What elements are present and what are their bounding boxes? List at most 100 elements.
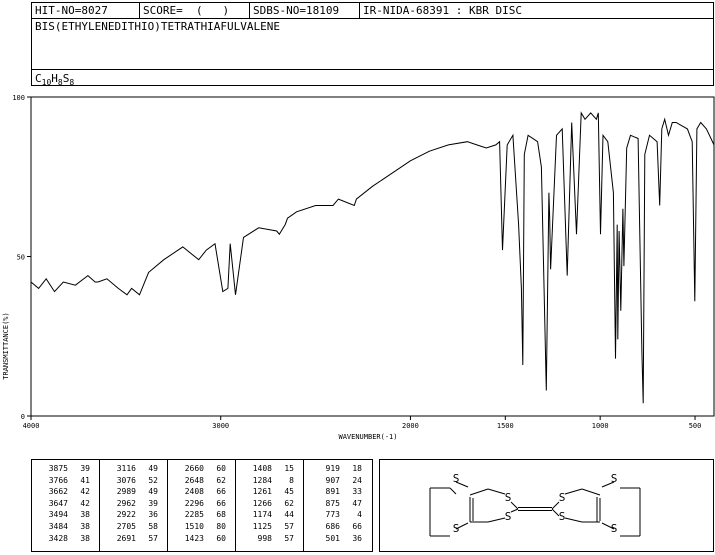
peak-row: 2648 62 [174,476,226,485]
peak-transmittance: 18 [352,464,362,473]
x-tick-label: 1000 [592,422,609,430]
peak-transmittance: 57 [284,533,294,543]
peak-column: 3116 49 3076 52 2989 49 2962 39 2922 36 2705 58 2691… [100,460,168,551]
peak-wavenumber: 2962 [116,498,136,508]
peak-transmittance: 68 [216,510,226,520]
peak-row: 2660 60 [174,464,226,473]
peak-transmittance: 45 [284,487,294,497]
sdbs-number: SDBS-NO=18109 [250,3,360,19]
score-field: SCORE= ( ) [140,3,250,19]
compound-name: BIS(ETHYLENEDITHIO)TETRATHIAFULVALENE [35,20,281,33]
peak-row: 3116 49 [106,464,158,473]
peak-transmittance: 38 [80,522,90,531]
ir-code: IR-NIDA-68391 : KBR DISC [363,4,522,17]
peak-transmittance: 49 [148,464,158,473]
peak-transmittance: 57 [148,533,158,543]
peak-wavenumber: 773 [325,510,340,520]
peak-wavenumber: 907 [325,475,340,485]
peak-transmittance: 42 [80,498,90,508]
peak-row: 686 66 [310,522,362,531]
peak-wavenumber: 3766 [48,475,68,485]
y-tick-label: 0 [21,413,25,421]
peak-row: 501 36 [310,534,362,543]
peak-transmittance: 38 [80,533,90,543]
x-axis-label: WAVENUMBER(-1) [338,433,397,441]
peak-wavenumber: 2285 [184,510,204,520]
peak-row: 773 4 [310,510,362,519]
peak-wavenumber: 2691 [116,533,136,543]
ir-spectrum-chart: 4000 3000 2000 1500 1000 500 0 50 100 WAVENUMBER… [2,94,715,441]
peak-transmittance: 52 [148,475,158,485]
peak-row: 1284 8 [242,476,294,485]
y-axis-label: TRANSMITTANCE(%) [2,312,10,379]
peak-wavenumber: 2660 [184,464,204,473]
peak-transmittance: 24 [352,475,362,485]
peak-row: 1510 80 [174,522,226,531]
peak-row: 998 57 [242,534,294,543]
peak-wavenumber: 3662 [48,487,68,497]
peak-wavenumber: 919 [325,464,340,473]
peak-row: 907 24 [310,476,362,485]
peak-wavenumber: 2989 [116,487,136,497]
sulfur-label: S [453,472,460,485]
peak-row: 3494 38 [38,510,90,519]
peak-wavenumber: 1125 [252,522,272,531]
peak-row: 919 18 [310,464,362,473]
peak-row: 3875 39 [38,464,90,473]
x-tick-label: 500 [689,422,702,430]
peak-transmittance: 57 [284,522,294,531]
peak-transmittance: 38 [80,510,90,520]
peak-transmittance: 60 [216,464,226,473]
peak-wavenumber: 1174 [252,510,272,520]
peak-wavenumber: 3076 [116,475,136,485]
peak-row: 2285 68 [174,510,226,519]
peak-row: 2691 57 [106,534,158,543]
peak-transmittance: 49 [148,487,158,497]
peak-transmittance: 66 [216,498,226,508]
header-divider-top [32,18,713,19]
peak-wavenumber: 875 [325,498,340,508]
y-tick-label: 50 [17,254,25,262]
peak-transmittance: 62 [216,475,226,485]
peak-wavenumber: 3484 [48,522,68,531]
peak-column: 3875 39 3766 41 3662 42 3647 42 3494 38 3484 38 3428… [32,460,100,551]
peak-wavenumber: 1266 [252,498,272,508]
peak-row: 2962 39 [106,499,158,508]
sulfur-label: S [505,510,512,523]
peak-transmittance: 47 [352,498,362,508]
spectrum-line [30,111,715,404]
peak-row: 2296 66 [174,499,226,508]
peak-column: 919 18 907 24 891 33 875 47 773 4 686 66 501 36 [304,460,372,551]
peak-row: 2408 66 [174,487,226,496]
peak-transmittance: 36 [148,510,158,520]
peak-wavenumber: 3116 [116,464,136,473]
sulfur-label: S [453,522,460,535]
peak-row: 2989 49 [106,487,158,496]
peak-wavenumber: 1261 [252,487,272,497]
peak-row: 1261 45 [242,487,294,496]
peak-row: 1408 15 [242,464,294,473]
peak-transmittance: 42 [80,487,90,497]
peak-transmittance: 41 [80,475,90,485]
peak-transmittance: 8 [289,475,294,485]
peak-wavenumber: 3428 [48,533,68,543]
peak-column: 2660 60 2648 62 2408 66 2296 66 2285 68 1510 80 1423… [168,460,236,551]
peak-transmittance: 33 [352,487,362,497]
sulfur-label: S [611,472,618,485]
peak-row: 3076 52 [106,476,158,485]
peak-wavenumber: 3647 [48,498,68,508]
peak-table: 3875 39 3766 41 3662 42 3647 42 3494 38 3484 38 3428… [31,459,373,552]
peak-transmittance: 4 [357,510,362,520]
sulfur-label: S [505,491,512,504]
peak-transmittance: 66 [352,522,362,531]
peak-wavenumber: 2922 [116,510,136,520]
peak-wavenumber: 1423 [184,533,204,543]
x-tick-label: 2000 [402,422,419,430]
peak-row: 3428 38 [38,534,90,543]
molecular-formula: C10H8S8 [35,72,75,88]
x-tick-label: 1500 [497,422,514,430]
peak-transmittance: 80 [216,522,226,531]
peak-wavenumber: 2648 [184,475,204,485]
